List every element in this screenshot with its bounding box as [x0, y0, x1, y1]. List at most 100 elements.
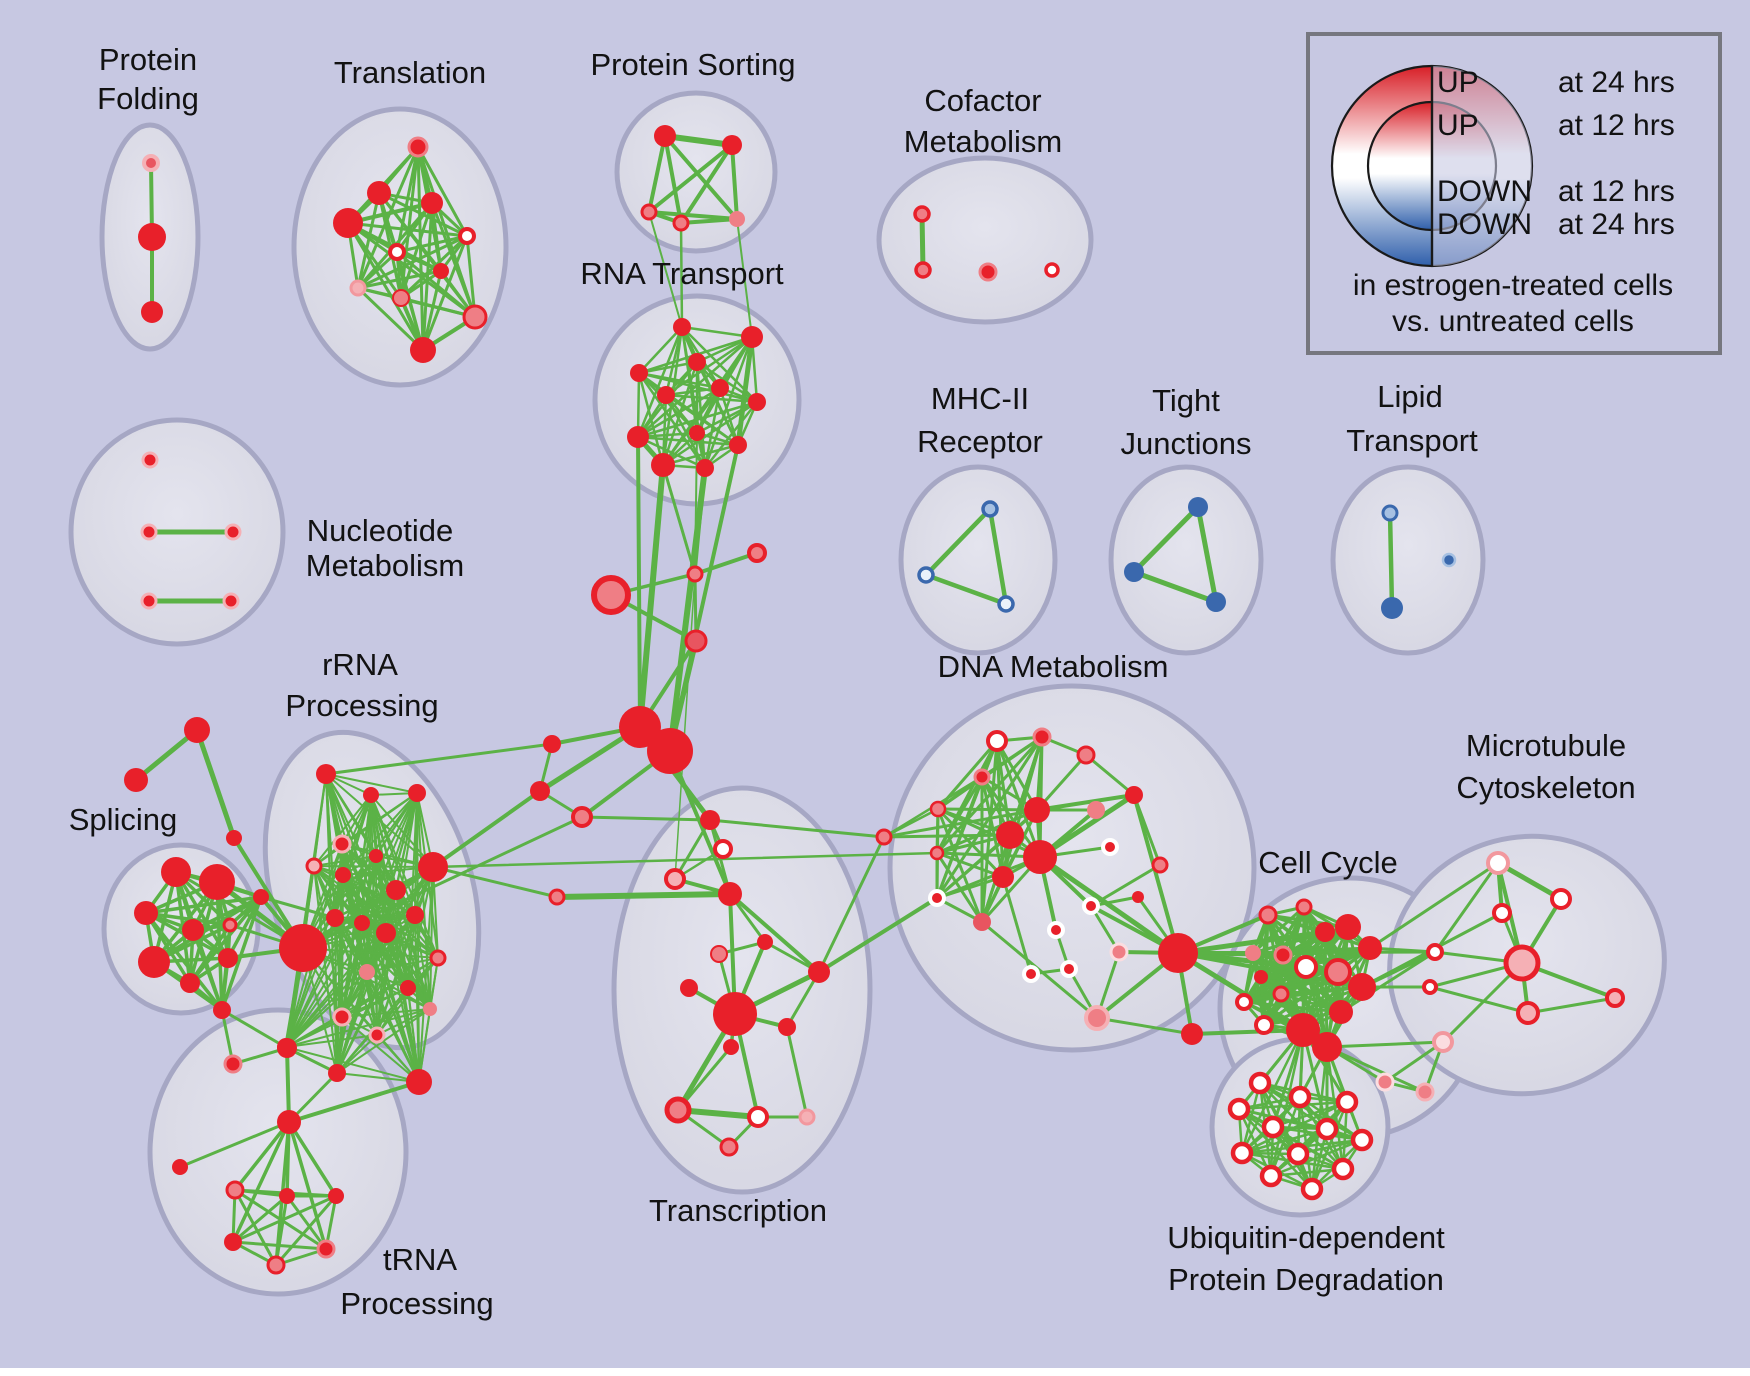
network-edge	[356, 286, 425, 352]
network-node	[392, 289, 410, 307]
legend-direction-label: DOWN	[1437, 208, 1532, 241]
network-node	[647, 728, 693, 774]
network-node	[741, 326, 763, 348]
network-edge	[336, 1034, 378, 1074]
network-node	[654, 125, 676, 147]
network-edge	[421, 269, 443, 352]
network-node	[266, 1255, 286, 1275]
network-edge	[785, 1025, 809, 1119]
network-edge	[923, 572, 1009, 607]
network-edge	[936, 807, 1042, 859]
network-node	[369, 849, 383, 863]
network-edge	[231, 1194, 289, 1244]
network-node	[913, 205, 931, 223]
network-edge	[882, 808, 1039, 839]
network-node	[1486, 851, 1510, 875]
network-node	[710, 945, 728, 963]
network-node	[410, 337, 436, 363]
network-edge	[1383, 1040, 1445, 1084]
legend-direction-label: UP	[1437, 66, 1479, 99]
network-edge	[935, 775, 984, 855]
network-node	[433, 263, 449, 279]
network-node	[1331, 1157, 1355, 1181]
network-node	[875, 828, 893, 846]
network-edge	[664, 335, 754, 397]
network-edge	[285, 1046, 420, 1083]
network-edge	[341, 1016, 420, 1083]
network-edge	[1325, 1045, 1427, 1094]
network-node	[305, 857, 323, 875]
network-node	[978, 262, 998, 282]
network-edge	[285, 971, 368, 1048]
network-node	[462, 304, 488, 330]
network-node	[640, 203, 658, 221]
network-edge	[1271, 1125, 1345, 1171]
network-node	[1422, 979, 1438, 995]
cluster-label: Cofactor	[924, 83, 1041, 118]
cluster-label: Microtubule	[1466, 728, 1626, 763]
network-node	[1288, 1085, 1312, 1109]
network-edge	[817, 835, 886, 974]
network-node	[929, 800, 947, 818]
network-edge	[287, 1120, 328, 1251]
network-node	[161, 857, 191, 887]
network-node	[747, 1106, 769, 1128]
network-edge	[1132, 793, 1180, 955]
network-node	[388, 243, 406, 261]
legend-time-label: at 24 hrs	[1558, 66, 1675, 99]
network-edge	[1310, 1100, 1349, 1191]
cluster-label: Junctions	[1121, 426, 1252, 461]
network-node	[1315, 1117, 1339, 1141]
network-node	[421, 192, 443, 214]
network-edge	[680, 325, 754, 339]
network-node	[1550, 888, 1572, 910]
network-edge	[667, 465, 708, 754]
network-edge	[366, 971, 431, 1010]
network-node	[1492, 903, 1512, 923]
network-node	[1286, 1142, 1310, 1166]
network-edge	[664, 386, 722, 397]
legend-note: in estrogen-treated cells	[1353, 269, 1673, 302]
network-edge	[287, 1080, 421, 1124]
network-node	[138, 223, 166, 251]
cluster-label: Translation	[334, 55, 486, 90]
network-edge	[376, 932, 387, 1036]
network-edge	[416, 145, 469, 238]
network-edge	[703, 335, 754, 470]
network-node	[981, 500, 999, 518]
network-node	[1350, 1128, 1374, 1152]
network-node	[328, 1064, 346, 1082]
network-node	[1259, 1164, 1283, 1188]
network-node	[172, 1159, 188, 1175]
network-edge	[356, 191, 381, 290]
network-edge	[285, 1008, 431, 1048]
network-edge	[356, 269, 443, 290]
network-edge	[430, 201, 477, 319]
network-node	[359, 964, 375, 980]
network-edge	[285, 957, 439, 1048]
network-node	[1060, 960, 1078, 978]
network-node	[1132, 891, 1144, 903]
network-edge	[1240, 1028, 1305, 1155]
network-node	[277, 1038, 297, 1058]
network-node	[224, 1233, 242, 1251]
network-node	[226, 830, 242, 846]
network-edge	[637, 371, 707, 470]
network-node	[700, 810, 720, 830]
network-edge	[647, 143, 734, 214]
network-node	[1254, 1015, 1274, 1035]
legend: UP at 24 hrs UP at 12 hrs DOWN at 12 hrs DOWN a…	[1306, 32, 1722, 355]
network-node	[729, 211, 745, 227]
network-edge	[554, 891, 733, 900]
network-edge	[285, 917, 336, 1048]
network-node	[1158, 933, 1198, 973]
network-node	[664, 868, 686, 890]
network-edge	[987, 506, 1009, 607]
network-edge	[336, 1072, 420, 1083]
network-node	[1125, 786, 1143, 804]
network-node	[349, 279, 367, 297]
network-node	[1335, 914, 1361, 940]
network-edge	[636, 325, 684, 439]
network-node	[222, 917, 238, 933]
network-edge	[174, 870, 305, 950]
